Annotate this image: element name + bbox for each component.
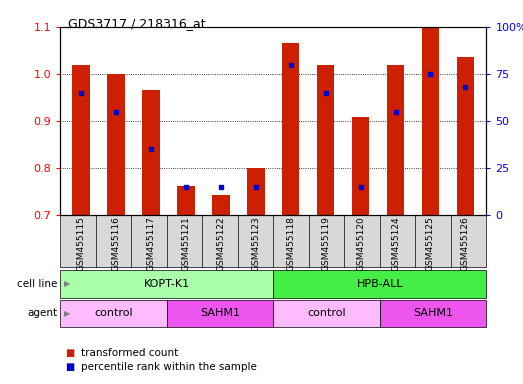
Text: SAHM1: SAHM1 xyxy=(413,308,453,318)
Bar xyxy=(72,65,90,215)
Text: ▶: ▶ xyxy=(64,279,71,288)
Text: control: control xyxy=(94,308,133,318)
Bar xyxy=(422,28,439,215)
Text: ▶: ▶ xyxy=(64,309,71,318)
Bar xyxy=(317,65,334,215)
Bar xyxy=(387,65,404,215)
Bar xyxy=(247,168,265,215)
Text: HPB-ALL: HPB-ALL xyxy=(357,279,403,289)
Text: control: control xyxy=(307,308,346,318)
Text: cell line: cell line xyxy=(17,279,58,289)
Bar xyxy=(177,186,195,215)
Bar xyxy=(282,43,300,215)
Text: agent: agent xyxy=(27,308,58,318)
Text: GDS3717 / 218316_at: GDS3717 / 218316_at xyxy=(68,17,206,30)
Bar xyxy=(457,58,474,215)
Text: KOPT-K1: KOPT-K1 xyxy=(144,279,190,289)
Text: SAHM1: SAHM1 xyxy=(200,308,240,318)
Text: ■: ■ xyxy=(65,362,75,372)
Text: transformed count: transformed count xyxy=(81,348,178,358)
Text: percentile rank within the sample: percentile rank within the sample xyxy=(81,362,257,372)
Bar xyxy=(142,90,160,215)
Bar xyxy=(212,195,230,215)
Bar xyxy=(352,117,369,215)
Bar xyxy=(107,74,125,215)
Text: ■: ■ xyxy=(65,348,75,358)
